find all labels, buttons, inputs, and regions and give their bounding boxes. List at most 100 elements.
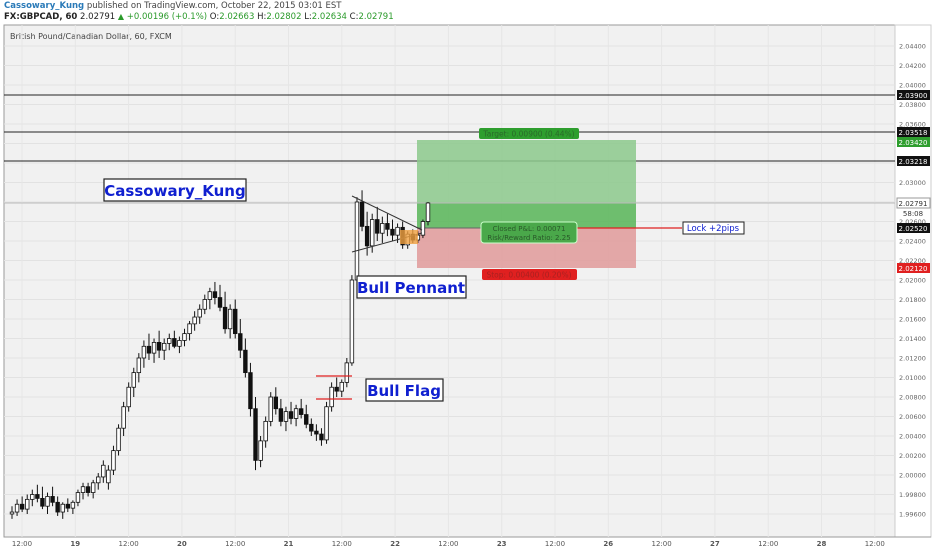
candle[interactable] bbox=[263, 416, 268, 448]
candle[interactable] bbox=[161, 338, 167, 360]
candles[interactable] bbox=[9, 190, 431, 519]
candle[interactable] bbox=[207, 287, 213, 310]
candle-body-up bbox=[131, 372, 136, 388]
candle[interactable] bbox=[329, 382, 334, 412]
candle[interactable] bbox=[339, 379, 344, 397]
candle[interactable] bbox=[309, 418, 314, 436]
candle[interactable] bbox=[293, 404, 299, 427]
candle[interactable] bbox=[354, 197, 360, 285]
candle[interactable] bbox=[248, 362, 253, 417]
candle[interactable] bbox=[283, 406, 289, 432]
candle[interactable] bbox=[106, 465, 111, 490]
candle[interactable] bbox=[156, 330, 162, 358]
candle[interactable] bbox=[212, 281, 218, 305]
candle[interactable] bbox=[273, 387, 279, 415]
candle[interactable] bbox=[30, 489, 35, 507]
candle[interactable] bbox=[151, 338, 157, 363]
candle-body-up bbox=[116, 427, 121, 452]
candle[interactable] bbox=[19, 496, 25, 513]
candle[interactable] bbox=[111, 445, 116, 475]
flag-box[interactable] bbox=[365, 378, 444, 402]
candle[interactable] bbox=[55, 496, 60, 516]
time-tick-label: 22 bbox=[390, 540, 400, 548]
candle[interactable] bbox=[314, 424, 319, 441]
author-link[interactable]: Cassowary_Kung bbox=[4, 1, 85, 11]
pennant-box[interactable] bbox=[356, 275, 467, 299]
candle[interactable] bbox=[121, 401, 126, 436]
candle[interactable] bbox=[288, 401, 294, 425]
candle[interactable] bbox=[268, 392, 273, 427]
candle[interactable] bbox=[380, 216, 385, 243]
candle-body-up bbox=[344, 362, 350, 383]
candle[interactable] bbox=[14, 499, 20, 516]
candle[interactable] bbox=[116, 424, 121, 456]
candle[interactable] bbox=[298, 398, 304, 419]
candle[interactable] bbox=[25, 494, 30, 515]
candle[interactable] bbox=[319, 428, 324, 446]
candle[interactable] bbox=[80, 482, 86, 500]
candle[interactable] bbox=[75, 489, 81, 507]
candle[interactable] bbox=[85, 482, 91, 497]
candle[interactable] bbox=[96, 473, 101, 490]
candle[interactable] bbox=[182, 328, 187, 347]
candle[interactable] bbox=[359, 190, 365, 232]
candle[interactable] bbox=[222, 291, 228, 334]
candle[interactable] bbox=[192, 311, 197, 331]
candle-body-up bbox=[369, 219, 375, 247]
candle[interactable] bbox=[420, 219, 426, 239]
candle[interactable] bbox=[385, 213, 390, 237]
candle[interactable] bbox=[253, 397, 258, 471]
candle[interactable] bbox=[45, 492, 50, 514]
candle[interactable] bbox=[141, 340, 147, 368]
candle[interactable] bbox=[258, 436, 263, 468]
pnl-box[interactable] bbox=[480, 221, 578, 244]
candle[interactable] bbox=[9, 506, 15, 519]
candle[interactable] bbox=[60, 502, 65, 519]
candle[interactable] bbox=[304, 404, 309, 429]
candle-body-up bbox=[182, 333, 187, 341]
candle[interactable] bbox=[187, 320, 192, 341]
stop-tag bbox=[897, 263, 930, 273]
candle[interactable] bbox=[344, 358, 350, 388]
candle[interactable] bbox=[197, 304, 202, 324]
candle[interactable] bbox=[50, 486, 55, 507]
candle[interactable] bbox=[227, 304, 233, 339]
candle[interactable] bbox=[233, 299, 238, 339]
target-badge[interactable] bbox=[479, 128, 579, 139]
candle[interactable] bbox=[238, 319, 243, 358]
candle[interactable] bbox=[217, 284, 223, 312]
lock-box[interactable] bbox=[682, 221, 745, 235]
candle[interactable] bbox=[349, 275, 355, 366]
candle[interactable] bbox=[146, 333, 152, 360]
candle[interactable] bbox=[334, 377, 339, 398]
candle-body-down bbox=[85, 486, 91, 493]
candle[interactable] bbox=[101, 460, 106, 483]
candle[interactable] bbox=[70, 500, 76, 514]
author-tag-box[interactable] bbox=[103, 178, 247, 202]
candle[interactable] bbox=[390, 219, 395, 241]
candle[interactable] bbox=[40, 486, 45, 510]
candle[interactable] bbox=[35, 484, 40, 503]
candle[interactable] bbox=[177, 336, 182, 354]
candle[interactable] bbox=[375, 206, 380, 241]
entry-tag bbox=[897, 223, 930, 233]
candle[interactable] bbox=[243, 338, 248, 378]
candle[interactable] bbox=[425, 202, 431, 226]
candle[interactable] bbox=[278, 398, 284, 427]
candle[interactable] bbox=[65, 498, 71, 513]
candle[interactable] bbox=[202, 294, 207, 315]
stop-badge[interactable] bbox=[482, 269, 577, 280]
candle[interactable] bbox=[126, 382, 131, 412]
profit-zone-light[interactable] bbox=[417, 140, 636, 203]
last-price-tag bbox=[896, 197, 931, 209]
low-label: L: bbox=[304, 12, 312, 22]
candle[interactable] bbox=[90, 479, 96, 499]
candle[interactable] bbox=[167, 333, 172, 351]
candle[interactable] bbox=[131, 367, 136, 397]
candle[interactable] bbox=[136, 353, 142, 383]
candle[interactable] bbox=[172, 330, 177, 349]
price-tick-label: 1.99800 bbox=[899, 491, 926, 499]
candle[interactable] bbox=[324, 401, 329, 444]
price-axis[interactable] bbox=[894, 24, 932, 538]
